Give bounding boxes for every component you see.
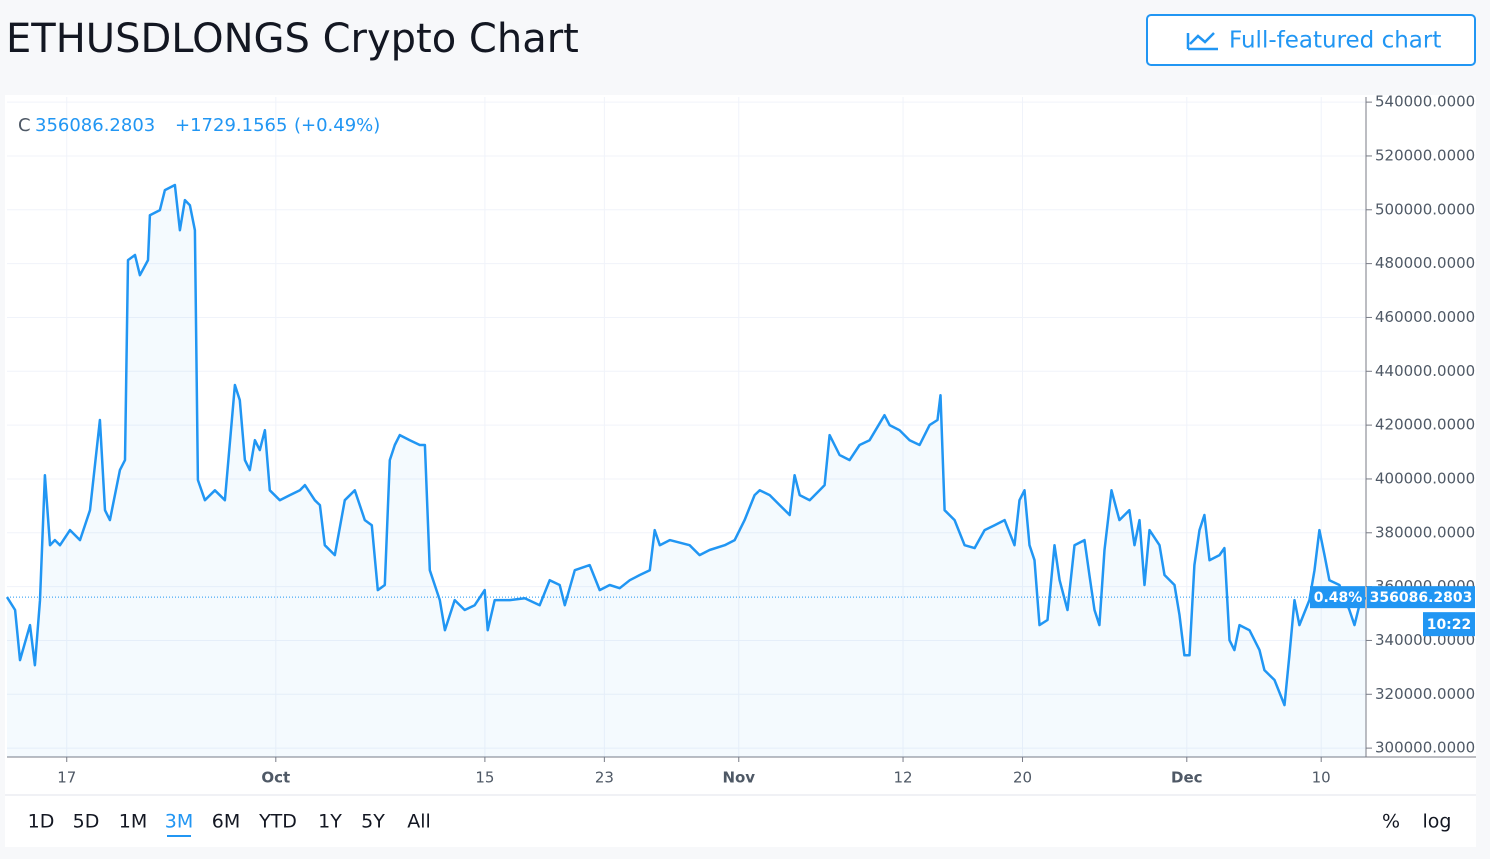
x-tick-label: 17 [57, 769, 76, 787]
full-featured-button[interactable]: Full-featured chart [1146, 14, 1476, 66]
range-button[interactable]: 6M [212, 811, 240, 833]
percent-tag [1310, 586, 1365, 609]
x-tick-label: 20 [1013, 769, 1032, 787]
y-tick-label: 380000.0000 [1375, 523, 1475, 541]
range-button[interactable]: 1D [28, 811, 55, 833]
price-tag-label: 356086.2803 [1370, 590, 1473, 606]
percent-tag-label: 0.48% [1314, 590, 1363, 606]
y-tick-label: 300000.0000 [1375, 739, 1475, 757]
button-icon [1186, 32, 1218, 51]
time-tag [1423, 612, 1475, 637]
price-line [5, 183, 1367, 707]
x-tick-label: 10 [1312, 769, 1331, 787]
y-tick-label: 460000.0000 [1375, 308, 1475, 326]
x-tick-label: Oct [261, 769, 290, 787]
button-label[interactable]: Full-featured chart [1229, 28, 1441, 54]
chart-title: ETHUSDLONGS Crypto Chart [6, 16, 579, 62]
x-tick-label: Dec [1171, 769, 1203, 787]
range-button[interactable]: All [407, 811, 431, 833]
x-tick-label: 15 [475, 769, 494, 787]
range-button[interactable]: 1M [119, 811, 147, 833]
time-tag-label: 10:22 [1427, 617, 1472, 633]
legend-change-percent: (+0.49%) [294, 115, 380, 136]
y-tick-label: 480000.0000 [1375, 254, 1475, 272]
button-frame[interactable] [1146, 14, 1476, 66]
y-tick-label: 500000.0000 [1375, 200, 1475, 218]
x-tick-label: 23 [595, 769, 614, 787]
range-button[interactable]: 3M [165, 811, 193, 833]
area-fill [7, 185, 1366, 757]
legend-change: +1729.1565 [175, 115, 287, 136]
y-tick-label: 420000.0000 [1375, 416, 1475, 434]
y-tick-label: 520000.0000 [1375, 146, 1475, 164]
y-tick-label: 320000.0000 [1375, 685, 1475, 703]
range-button[interactable]: YTD [258, 811, 297, 833]
legend-prefix: C [18, 115, 31, 136]
scale-button[interactable]: % [1382, 811, 1400, 833]
range-button[interactable]: 5D [73, 811, 100, 833]
x-tick-label: Nov [722, 769, 755, 787]
x-tick-label: 12 [893, 769, 912, 787]
scale-button[interactable]: log [1423, 811, 1452, 833]
y-tick-label: 540000.0000 [1375, 93, 1475, 111]
legend-close: 356086.2803 [35, 115, 155, 136]
y-tick-label: 440000.0000 [1375, 362, 1475, 380]
price-tag [1367, 586, 1475, 609]
range-button[interactable]: 5Y [361, 811, 385, 833]
range-button[interactable]: 1Y [318, 811, 342, 833]
y-tick-label: 400000.0000 [1375, 469, 1475, 487]
